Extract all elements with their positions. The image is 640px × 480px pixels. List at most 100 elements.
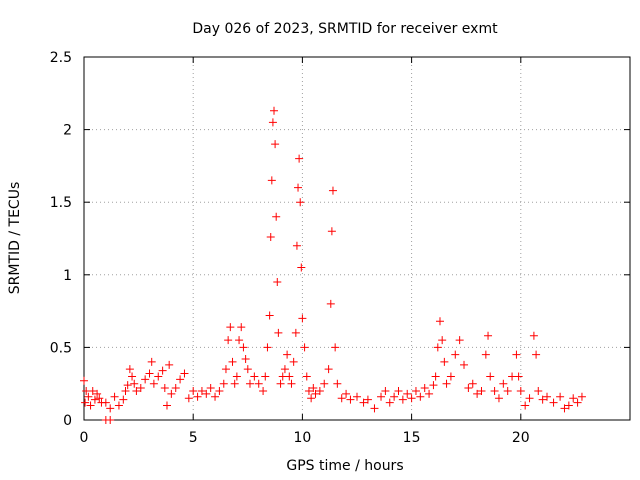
data-point xyxy=(320,379,329,388)
data-point xyxy=(543,392,552,401)
data-point xyxy=(160,384,169,393)
data-point xyxy=(446,372,455,381)
data-point xyxy=(147,357,156,366)
data-point xyxy=(283,350,292,359)
data-point xyxy=(228,357,237,366)
data-point xyxy=(499,379,508,388)
data-point xyxy=(359,398,368,407)
data-point xyxy=(176,375,185,384)
data-point xyxy=(211,392,220,401)
data-point xyxy=(184,394,193,403)
data-point xyxy=(221,365,230,374)
data-point xyxy=(280,365,289,374)
y-tick-label: 1 xyxy=(63,268,72,284)
data-point xyxy=(309,384,318,393)
data-point xyxy=(224,336,233,345)
data-point xyxy=(285,372,294,381)
data-point xyxy=(273,278,282,287)
data-point xyxy=(486,372,495,381)
data-point xyxy=(311,389,320,398)
y-axis-label: SRMTID / TECUs xyxy=(7,182,23,295)
data-point xyxy=(516,386,525,395)
data-point xyxy=(435,317,444,326)
data-point xyxy=(431,372,440,381)
data-point xyxy=(411,386,420,395)
data-point xyxy=(385,398,394,407)
data-point xyxy=(429,381,438,390)
x-tick-label: 5 xyxy=(189,430,198,446)
data-point xyxy=(215,386,224,395)
data-point xyxy=(261,372,270,381)
data-point xyxy=(564,401,573,410)
data-point xyxy=(407,394,416,403)
data-point xyxy=(573,398,582,407)
data-point xyxy=(93,389,102,398)
data-point xyxy=(304,386,313,395)
data-point xyxy=(298,314,307,323)
data-point xyxy=(90,395,99,404)
data-point xyxy=(125,365,134,374)
data-point xyxy=(86,401,95,410)
data-point xyxy=(263,343,272,352)
data-point xyxy=(532,350,541,359)
data-point xyxy=(381,386,390,395)
data-point xyxy=(297,263,306,272)
data-point xyxy=(232,372,241,381)
data-point xyxy=(440,357,449,366)
y-tick-label: 0.5 xyxy=(50,340,72,356)
data-point xyxy=(324,365,333,374)
y-tick-label: 1.5 xyxy=(50,195,72,211)
data-point xyxy=(390,392,399,401)
data-point xyxy=(101,398,110,407)
data-point xyxy=(132,386,141,395)
data-point xyxy=(149,379,158,388)
data-point xyxy=(300,343,309,352)
x-tick-label: 0 xyxy=(80,430,89,446)
data-point xyxy=(525,394,534,403)
data-point xyxy=(250,372,259,381)
data-point xyxy=(342,389,351,398)
data-point xyxy=(287,379,296,388)
chart-title: Day 026 of 2023, SRMTID for receiver exm… xyxy=(192,21,498,37)
data-point xyxy=(333,379,342,388)
data-point xyxy=(95,394,104,403)
data-point xyxy=(106,416,115,424)
data-point xyxy=(556,392,565,401)
data-point xyxy=(464,384,473,393)
data-point xyxy=(289,357,298,366)
data-point xyxy=(167,389,176,398)
data-point xyxy=(265,311,274,320)
data-point xyxy=(226,323,235,332)
data-point xyxy=(292,241,301,250)
x-tick-label: 10 xyxy=(293,430,311,446)
data-point xyxy=(481,350,490,359)
data-point xyxy=(337,394,346,403)
data-point xyxy=(353,392,361,401)
data-point xyxy=(327,227,336,236)
data-point xyxy=(136,384,145,393)
data-point xyxy=(162,401,171,410)
data-point xyxy=(370,404,379,413)
data-point xyxy=(110,392,119,401)
data-point xyxy=(416,392,425,401)
data-point xyxy=(114,401,123,410)
data-point xyxy=(130,379,139,388)
data-point xyxy=(477,386,486,395)
data-point xyxy=(442,379,451,388)
data-point xyxy=(158,366,167,375)
data-point xyxy=(81,398,90,407)
data-point xyxy=(503,386,512,395)
data-point xyxy=(403,389,412,398)
data-point xyxy=(259,386,268,395)
data-point xyxy=(473,389,482,398)
data-point xyxy=(420,384,429,393)
data-point xyxy=(302,372,311,381)
data-point xyxy=(119,395,128,404)
y-tick-label: 2.5 xyxy=(50,50,72,66)
data-point xyxy=(549,398,558,407)
data-point xyxy=(363,395,372,404)
data-point xyxy=(394,386,403,395)
data-point xyxy=(455,336,464,345)
data-point xyxy=(512,350,521,359)
